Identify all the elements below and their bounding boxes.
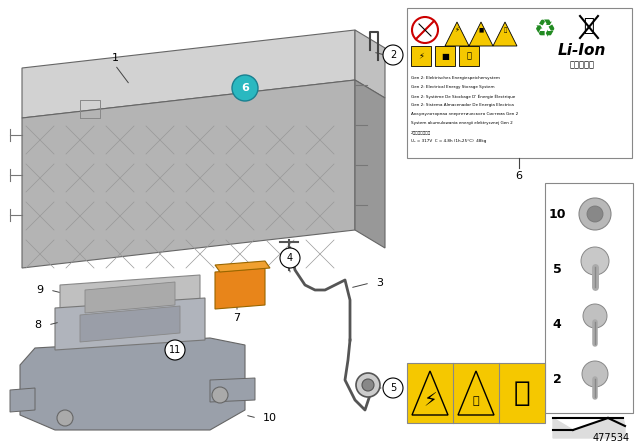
Circle shape — [582, 361, 608, 387]
FancyBboxPatch shape — [411, 46, 431, 66]
Polygon shape — [60, 275, 200, 320]
Text: 2代电能储存模组: 2代电能储存模组 — [411, 130, 431, 134]
Polygon shape — [355, 80, 385, 248]
Text: Gen 2: Système De Stockage D' Énergie Électrique: Gen 2: Système De Stockage D' Énergie Él… — [411, 94, 515, 99]
Polygon shape — [469, 22, 493, 46]
FancyBboxPatch shape — [435, 46, 455, 66]
Polygon shape — [10, 388, 35, 412]
Text: 8: 8 — [35, 320, 42, 330]
Text: Gen 2: Electrical Energy Storage System: Gen 2: Electrical Energy Storage System — [411, 85, 495, 89]
Text: ✋: ✋ — [514, 379, 531, 407]
FancyBboxPatch shape — [407, 8, 632, 158]
Text: 4: 4 — [552, 318, 561, 331]
Text: 📖: 📖 — [473, 396, 479, 406]
Text: ⚡: ⚡ — [423, 392, 437, 410]
Text: System akumulowania energii elektrycznej Gen 2: System akumulowania energii elektrycznej… — [411, 121, 513, 125]
Circle shape — [356, 373, 380, 397]
Text: Li-Ion: Li-Ion — [558, 43, 606, 57]
Polygon shape — [215, 268, 265, 309]
Circle shape — [383, 378, 403, 398]
Text: 7: 7 — [234, 313, 241, 323]
Polygon shape — [445, 22, 469, 46]
Text: 477534: 477534 — [593, 433, 630, 443]
Text: U₀ = 317V  C = 4.8h (1h,25°C)  48kg: U₀ = 317V C = 4.8h (1h,25°C) 48kg — [411, 139, 486, 143]
Circle shape — [362, 379, 374, 391]
Polygon shape — [355, 30, 385, 98]
Polygon shape — [210, 378, 255, 402]
Text: 5: 5 — [552, 263, 561, 276]
Circle shape — [579, 198, 611, 230]
Circle shape — [383, 45, 403, 65]
Circle shape — [212, 387, 228, 403]
Text: ⚡: ⚡ — [454, 27, 460, 33]
Text: 10: 10 — [263, 413, 277, 423]
Polygon shape — [80, 306, 180, 342]
Text: 9: 9 — [36, 285, 44, 295]
Polygon shape — [458, 371, 494, 415]
Circle shape — [232, 75, 258, 101]
FancyBboxPatch shape — [545, 183, 633, 413]
Text: Аккумуляторная энергетического Система Gen 2: Аккумуляторная энергетического Система G… — [411, 112, 518, 116]
Text: 5: 5 — [390, 383, 396, 393]
Polygon shape — [22, 30, 355, 118]
Text: 1: 1 — [111, 53, 118, 63]
Circle shape — [280, 248, 300, 268]
Text: 10: 10 — [548, 207, 566, 220]
Text: 🗑: 🗑 — [584, 17, 595, 35]
Text: Gen 2: Sistema Almacenador De Energia Electrica: Gen 2: Sistema Almacenador De Energia El… — [411, 103, 514, 107]
Text: 4: 4 — [287, 253, 293, 263]
Polygon shape — [85, 282, 175, 313]
Polygon shape — [412, 371, 448, 415]
Circle shape — [57, 410, 73, 426]
Circle shape — [581, 247, 609, 275]
Text: 2: 2 — [390, 50, 396, 60]
Polygon shape — [20, 338, 245, 430]
Circle shape — [165, 340, 185, 360]
FancyBboxPatch shape — [459, 46, 479, 66]
Text: 11: 11 — [169, 345, 181, 355]
Text: 6: 6 — [241, 83, 249, 93]
Polygon shape — [55, 298, 205, 350]
Polygon shape — [215, 261, 270, 272]
Text: 6: 6 — [515, 171, 522, 181]
Text: ■: ■ — [478, 27, 484, 33]
Polygon shape — [493, 22, 517, 46]
Text: ■: ■ — [441, 52, 449, 60]
Text: ✋: ✋ — [467, 52, 472, 60]
Polygon shape — [553, 418, 625, 438]
Text: 锂离子电池: 锂离子电池 — [570, 60, 595, 69]
Circle shape — [583, 304, 607, 328]
FancyBboxPatch shape — [407, 363, 545, 423]
Text: Gen 2: Elektrisches Energiespeichersystem: Gen 2: Elektrisches Energiespeichersyste… — [411, 76, 500, 80]
Text: 2: 2 — [552, 372, 561, 385]
Circle shape — [587, 206, 603, 222]
Text: ✋: ✋ — [504, 27, 507, 33]
Polygon shape — [22, 80, 355, 268]
Text: ♻: ♻ — [534, 18, 556, 42]
Circle shape — [412, 17, 438, 43]
Text: 3: 3 — [376, 278, 383, 288]
Text: ⚡: ⚡ — [418, 52, 424, 60]
